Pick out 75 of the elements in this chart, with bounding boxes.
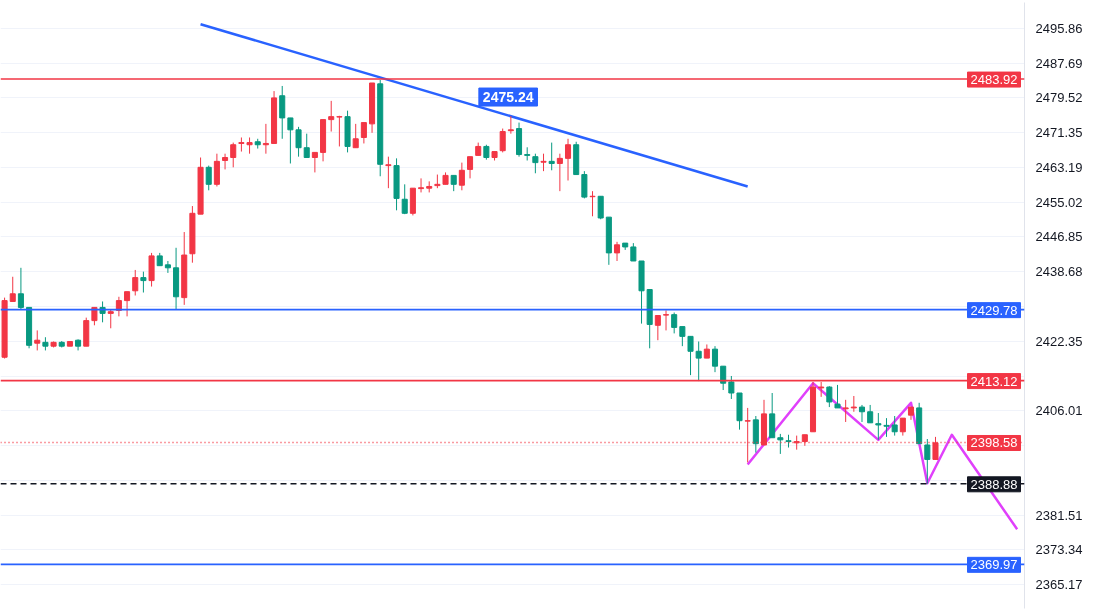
- candlestick: [328, 100, 335, 133]
- candlestick: [205, 165, 212, 191]
- candlestick: [34, 329, 41, 351]
- annotation: 2475.24: [482, 89, 534, 106]
- candlestick: [164, 260, 171, 274]
- candlestick: [303, 133, 310, 159]
- ref-line-label: 2429.78: [970, 302, 1018, 318]
- y-tick-label: 2381.51: [1035, 507, 1083, 523]
- candlestick: [581, 170, 588, 199]
- candlestick: [548, 142, 555, 171]
- ref-line-label: 2369.97: [970, 557, 1018, 573]
- candlestick: [826, 385, 833, 408]
- y-tick-label: 2422.35: [1035, 333, 1083, 349]
- candlestick: [222, 153, 229, 170]
- candlestick: [9, 276, 16, 302]
- candlestick: [115, 296, 122, 317]
- candlestick: [352, 123, 359, 149]
- candlestick: [287, 117, 294, 164]
- ref-line-label: 2413.12: [970, 373, 1018, 389]
- candlestick: [230, 142, 237, 168]
- candlestick: [834, 384, 841, 409]
- candlestick: [262, 123, 269, 155]
- candlestick: [858, 404, 866, 423]
- candlestick: [671, 312, 678, 334]
- y-tick-label: 2487.69: [1035, 55, 1083, 71]
- candlestick: [662, 309, 670, 331]
- y-tick-label: 2365.17: [1035, 577, 1083, 593]
- candlestick: [777, 433, 784, 455]
- candlestick: [311, 151, 318, 173]
- candlestick: [295, 126, 302, 158]
- candlestick: [124, 291, 131, 317]
- y-tick-label: 2446.85: [1035, 229, 1083, 245]
- candlestick: [752, 415, 759, 454]
- y-tick-label: 2463.19: [1035, 159, 1083, 175]
- candlestick: [360, 122, 367, 144]
- candlestick: [336, 115, 343, 147]
- candlestick: [679, 326, 686, 347]
- candlestick: [687, 335, 694, 376]
- y-tick-label: 2471.35: [1035, 125, 1083, 141]
- candlestick: [140, 271, 147, 294]
- ref-line-label: 2483.92: [970, 72, 1018, 88]
- y-tick-label: 2438.68: [1035, 264, 1083, 280]
- candlestick: [132, 269, 139, 296]
- candlestick: [467, 156, 474, 179]
- candlestick: [279, 85, 286, 140]
- candlestick: [532, 153, 539, 174]
- candlestick: [507, 115, 514, 135]
- candlestick: [499, 128, 506, 153]
- candlestick: [385, 156, 392, 189]
- candlestick: [458, 162, 465, 191]
- candlestick: [720, 365, 727, 391]
- candlestick: [924, 438, 931, 485]
- candlestick: [401, 183, 408, 215]
- ref-line-label: 2398.58: [970, 435, 1018, 451]
- y-tick-label: 2373.34: [1035, 542, 1083, 558]
- y-tick-label: 2479.52: [1035, 90, 1083, 106]
- candlestick: [613, 241, 621, 262]
- candlestick: [107, 309, 114, 329]
- ref-line-label: 2388.88: [970, 476, 1018, 492]
- y-tick-label: 2455.02: [1035, 194, 1083, 210]
- candlestick: [769, 392, 776, 439]
- candlestick: [695, 340, 702, 382]
- candlestick: [99, 300, 106, 323]
- candlestick: [213, 153, 220, 187]
- y-tick-label: 2406.01: [1035, 403, 1083, 419]
- candlestick: [711, 345, 719, 373]
- y-tick-label: 2495.86: [1035, 20, 1083, 36]
- candlestick: [728, 375, 735, 400]
- candlestick: [418, 177, 425, 193]
- candlestick: [654, 315, 661, 341]
- candlestick: [556, 153, 563, 192]
- candlestick: [875, 412, 882, 441]
- candlestick: [565, 138, 572, 182]
- candlestick: [842, 399, 849, 423]
- candlestick: [17, 267, 24, 311]
